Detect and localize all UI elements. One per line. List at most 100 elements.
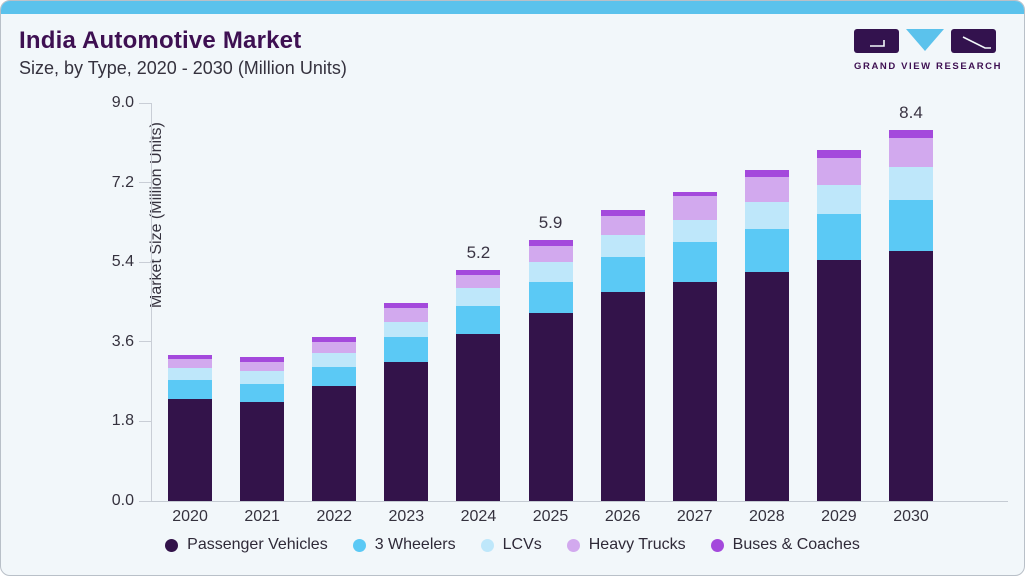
bar-segment	[528, 245, 573, 263]
y-tick-mark	[139, 182, 151, 184]
bar-segment	[240, 357, 285, 363]
legend-item: Passenger Vehicles	[165, 536, 328, 554]
top-accent-strip	[1, 1, 1024, 14]
legend-dot-icon	[165, 538, 179, 552]
y-tick-label: 3.6	[111, 332, 134, 350]
bar-segment	[888, 129, 933, 139]
stacked-bar-2024	[456, 270, 501, 501]
bar-segment	[384, 361, 429, 501]
bar-slot-2029	[803, 103, 875, 501]
bar-segment	[456, 334, 501, 501]
y-tick-mark	[139, 500, 151, 502]
bar-segment	[816, 213, 861, 260]
legend-dot-icon	[566, 538, 580, 552]
x-axis-labels: 2020 2021 2022 2023 2024 2025 2026 2027 2028 2029…	[154, 508, 947, 526]
legend-label: Passenger Vehicles	[187, 536, 328, 553]
grand-view-research-logo: GRAND VIEW RESEARCH	[854, 29, 1003, 72]
stacked-bar-2029	[816, 149, 861, 501]
bar-segment	[672, 241, 717, 282]
bar-total-label: 5.9	[538, 213, 563, 233]
bar-segment	[312, 353, 357, 367]
bar-segment	[888, 200, 933, 252]
bar-segment	[744, 202, 789, 229]
legend-dot-icon	[352, 538, 366, 552]
x-tick-label: 2022	[316, 508, 353, 525]
bar-segment	[600, 210, 645, 216]
bar-segment	[384, 321, 429, 337]
bar-segment	[312, 337, 357, 342]
logo-g-block	[854, 29, 899, 53]
bar-total-label: 5.2	[466, 243, 491, 263]
bar-segment	[600, 292, 645, 501]
stacked-bar-2025	[528, 240, 573, 501]
stacked-bar-2026	[600, 210, 645, 501]
legend-item: 3 Wheelers	[352, 536, 456, 554]
logo-shapes	[854, 29, 996, 55]
bar-segment	[600, 235, 645, 257]
y-tick-mark	[139, 261, 151, 263]
bar-segment	[240, 371, 285, 384]
bar-segment	[816, 260, 861, 501]
bar-segment	[888, 138, 933, 168]
legend-dot-icon	[710, 538, 724, 552]
x-tick-label: 2020	[172, 508, 208, 525]
bar-segment	[384, 303, 429, 309]
x-tick-label: 2024	[460, 508, 497, 525]
y-tick-mark	[139, 102, 151, 104]
page-title: India Automotive Market	[19, 27, 302, 54]
stacked-bar-2028	[744, 169, 789, 501]
bar-segment	[168, 358, 213, 368]
x-tick-label: 2026	[604, 508, 641, 525]
bar-segment	[600, 256, 645, 293]
bar-segment	[384, 336, 429, 362]
bar-segment	[816, 149, 861, 158]
y-tick-label: 5.4	[111, 253, 134, 271]
bar-segment	[744, 228, 789, 272]
bar-segment	[816, 157, 861, 185]
legend-label: Buses & Coaches	[732, 536, 860, 553]
stacked-bar-2021	[240, 357, 285, 501]
x-axis-baseline	[139, 501, 1008, 502]
logo-r-mark	[962, 36, 991, 49]
y-tick-mark	[139, 420, 151, 422]
y-tick-label: 0.0	[111, 492, 134, 509]
bar-segment	[456, 275, 501, 289]
logo-wordmark: GRAND VIEW RESEARCH	[854, 61, 1003, 72]
bar-segment	[744, 169, 789, 177]
bar-segment	[240, 401, 285, 501]
bar-total-label: 8.4	[899, 102, 923, 122]
bar-segment	[888, 167, 933, 201]
stacked-bar-2027	[672, 191, 717, 501]
legend-item: Heavy Trucks	[566, 536, 686, 554]
bar-segment	[312, 366, 357, 386]
bar-segment	[456, 306, 501, 335]
logo-g-mark	[870, 40, 885, 47]
y-tick-mark	[139, 341, 151, 343]
bar-slot-2030: 8.4	[875, 103, 947, 501]
bar-segment	[672, 281, 717, 501]
bar-slot-2028	[731, 103, 803, 501]
legend-label: LCVs	[502, 536, 542, 553]
bar-segment	[888, 251, 933, 501]
bar-slot-2020	[154, 103, 226, 501]
stacked-bar-2023	[384, 303, 429, 501]
page-subtitle: Size, by Type, 2020 - 2030 (Million Unit…	[19, 58, 347, 78]
stacked-bar-2030	[888, 129, 933, 501]
y-tick-label: 7.2	[111, 173, 134, 191]
legend-item: LCVs	[480, 536, 542, 554]
bar-slot-2024: 5.2	[442, 103, 514, 501]
bar-slot-2021	[226, 103, 298, 501]
bar-segment	[816, 184, 861, 214]
legend-label: Heavy Trucks	[588, 536, 686, 553]
chart-legend: Passenger Vehicles 3 Wheelers LCVs Heavy Tr…	[1, 536, 1024, 554]
bar-slot-2026	[587, 103, 659, 501]
legend-label: 3 Wheelers	[374, 536, 456, 553]
bar-segment	[672, 191, 717, 197]
bar-slot-2025: 5.9	[514, 103, 586, 501]
bar-segment	[312, 341, 357, 354]
x-tick-label: 2023	[388, 508, 425, 525]
x-tick-label: 2030	[893, 508, 929, 525]
stacked-bar-2022	[312, 337, 357, 501]
x-tick-label: 2028	[749, 508, 785, 525]
bar-segment	[528, 281, 573, 313]
